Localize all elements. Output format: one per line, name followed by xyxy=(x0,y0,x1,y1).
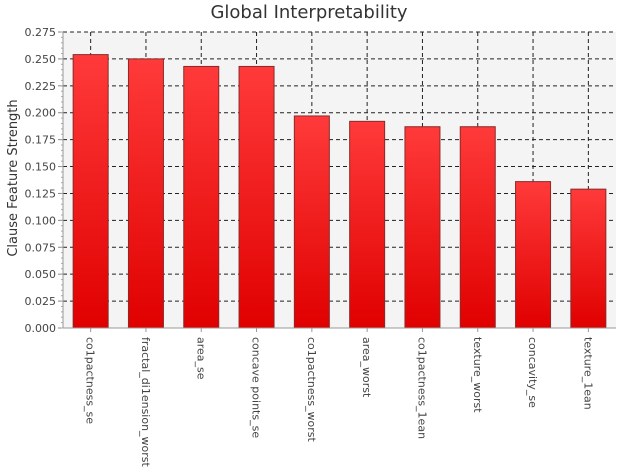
y-tick-label: 0.125 xyxy=(25,187,57,200)
bar-2 xyxy=(127,58,164,329)
bar-6 xyxy=(349,120,386,329)
x-tick-label: co1pactness_worst xyxy=(305,337,318,443)
x-tick-labels: co1pactness_se fractal_di1ension_worst are… xyxy=(84,337,595,468)
x-tick-label: concavity_se xyxy=(526,337,539,408)
bar-8 xyxy=(459,126,496,329)
y-tick-label: 0.025 xyxy=(25,295,57,308)
x-tick-label: co1pactness_1ean xyxy=(415,337,428,439)
y-tick-label: 0.100 xyxy=(25,214,57,227)
axes xyxy=(58,31,616,332)
y-tick-labels: 0.000 0.025 0.050 0.075 0.100 0.125 0.150 0.175… xyxy=(25,26,57,335)
x-tick-label: texture_worst xyxy=(471,337,484,413)
y-axis-label: Clause Feature Strength xyxy=(6,99,21,256)
x-tick-label: concave points_se xyxy=(250,337,263,438)
y-tick-label: 0.000 xyxy=(25,322,57,335)
bar-1 xyxy=(72,54,109,329)
y-tick-label: 0.150 xyxy=(25,161,57,174)
bar-9 xyxy=(515,181,552,329)
x-tick-label: area_worst xyxy=(360,337,373,398)
bar-5 xyxy=(293,115,330,329)
chart-title: Global Interpretability xyxy=(210,2,407,23)
y-tick-label: 0.075 xyxy=(25,241,57,254)
y-tick-label: 0.275 xyxy=(25,26,57,39)
y-tick-label: 0.050 xyxy=(25,268,57,281)
bar-3 xyxy=(183,65,220,329)
x-tick-label: texture_1ean xyxy=(581,337,594,410)
bar-4 xyxy=(238,65,275,329)
x-tick-label: area_se xyxy=(194,337,207,380)
x-tick-label: co1pactness_se xyxy=(84,337,97,424)
bar-7 xyxy=(404,126,441,329)
bars xyxy=(72,54,607,329)
y-tick-label: 0.250 xyxy=(25,53,57,66)
y-tick-label: 0.225 xyxy=(25,80,57,93)
y-tick-label: 0.175 xyxy=(25,134,57,147)
bar-10 xyxy=(570,188,607,329)
y-tick-label: 0.200 xyxy=(25,107,57,120)
x-tick-label: fractal_di1ension_worst xyxy=(139,337,152,468)
